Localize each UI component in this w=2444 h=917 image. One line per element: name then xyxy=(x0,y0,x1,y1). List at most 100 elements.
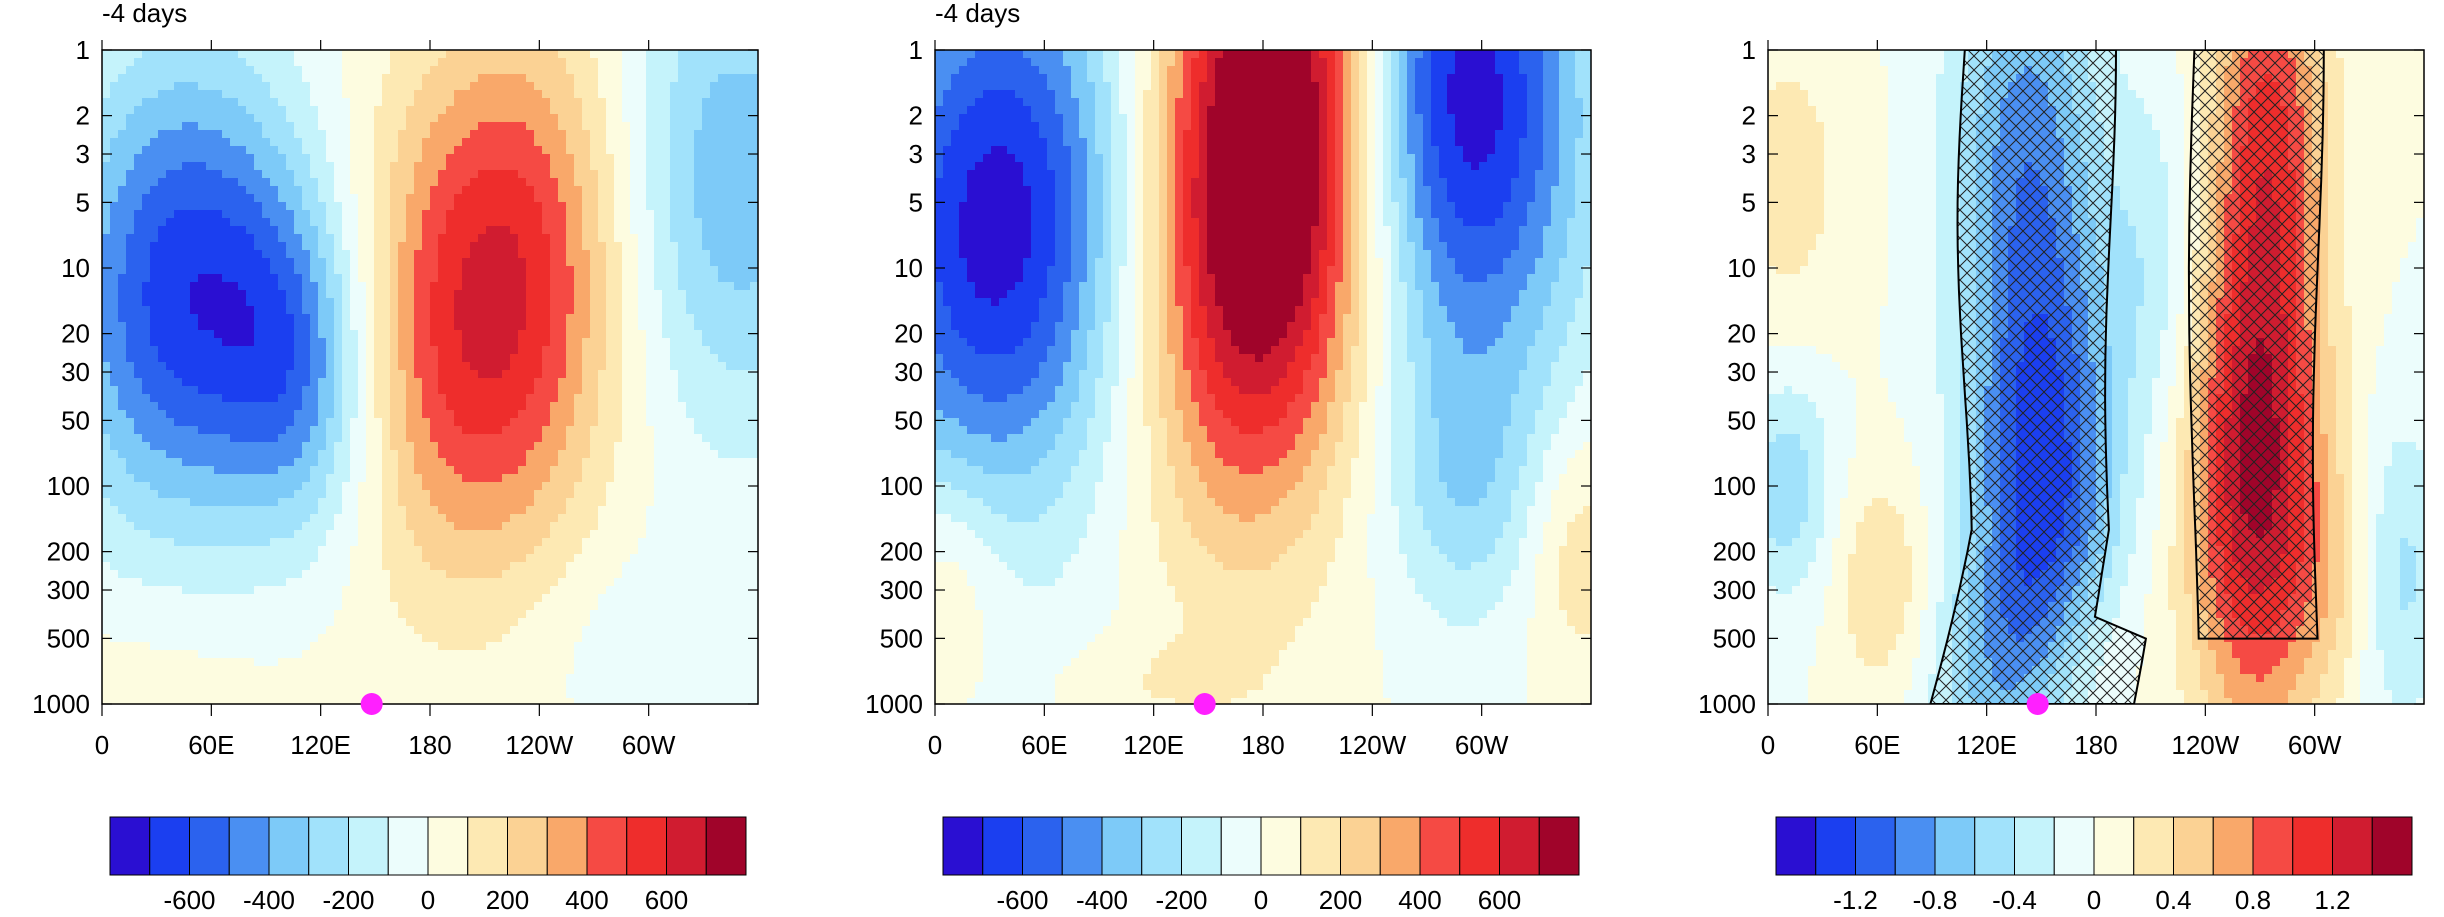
colorbar-swatch xyxy=(1061,816,1103,876)
y-tick-label: 1 xyxy=(76,35,90,65)
x-tick-label: 120W xyxy=(2171,730,2239,760)
x-tick-label: 60W xyxy=(1455,730,1509,760)
colorbar-label: 0 xyxy=(2087,885,2101,915)
x-tick-label: 120W xyxy=(505,730,573,760)
colorbar-label: 0 xyxy=(421,885,435,915)
y-tick-label: 50 xyxy=(61,405,90,435)
colorbar-swatch xyxy=(2332,816,2373,876)
x-tick-label: 120E xyxy=(1956,730,2017,760)
y-tick-label: 20 xyxy=(61,319,90,349)
x-tick-label: 0 xyxy=(1761,730,1775,760)
colorbar-swatch xyxy=(1855,816,1896,876)
colorbar-swatch xyxy=(626,816,667,876)
colorbar-swatch xyxy=(546,816,588,876)
colorbar-swatch xyxy=(1934,816,1976,876)
contour-field xyxy=(935,50,1591,704)
y-tick-label: 5 xyxy=(76,187,90,217)
colorbar-label: -1.2 xyxy=(1833,885,1878,915)
colorbar-swatch xyxy=(427,816,469,876)
colorbar-swatch xyxy=(268,816,310,876)
y-tick-label: 1000 xyxy=(865,689,923,719)
colorbar-swatch xyxy=(1022,816,1063,876)
colorbar-label: 600 xyxy=(1478,885,1521,915)
colorbar-label: -200 xyxy=(322,885,374,915)
colorbar-label: 0 xyxy=(1254,885,1268,915)
colorbar-swatch xyxy=(942,816,984,876)
colorbar-swatch xyxy=(982,816,1023,876)
y-tick-label: 500 xyxy=(47,623,90,653)
location-marker xyxy=(1193,693,1216,715)
y-tick-label: 2 xyxy=(76,101,90,131)
y-tick-label: 10 xyxy=(894,253,923,283)
y-tick-label: 200 xyxy=(880,537,923,567)
colorbar-swatch xyxy=(189,816,230,876)
y-tick-label: 300 xyxy=(47,575,90,605)
y-tick-label: 20 xyxy=(894,319,923,349)
x-tick-label: 120W xyxy=(1338,730,1406,760)
colorbar-swatch xyxy=(1775,816,1817,876)
y-tick-label: 50 xyxy=(894,405,923,435)
colorbar-label: 200 xyxy=(486,885,529,915)
y-tick-label: 2 xyxy=(1742,101,1756,131)
colorbar-swatch xyxy=(149,816,190,876)
panel-label: -4 days xyxy=(102,0,187,28)
colorbar-swatch xyxy=(1459,816,1500,876)
colorbar-swatch xyxy=(1260,816,1302,876)
colorbar-swatch xyxy=(1538,816,1580,876)
colorbar-swatch xyxy=(2133,816,2174,876)
hatch-region-negative xyxy=(1929,50,2148,704)
y-tick-label: 100 xyxy=(1713,471,1756,501)
colorbar-swatch xyxy=(1101,816,1143,876)
y-tick-label: 300 xyxy=(1713,575,1756,605)
x-tick-label: 60E xyxy=(1854,730,1900,760)
y-tick-label: 10 xyxy=(61,253,90,283)
colorbar-swatch xyxy=(1379,816,1421,876)
x-tick-label: 60E xyxy=(188,730,234,760)
colorbar-label: 0.4 xyxy=(2155,885,2191,915)
colorbar-swatch xyxy=(228,816,270,876)
x-tick-label: 0 xyxy=(95,730,109,760)
colorbar-swatch xyxy=(1815,816,1856,876)
colorbar-label: 600 xyxy=(645,885,688,915)
colorbar-swatch xyxy=(109,816,151,876)
contour-field xyxy=(1768,50,2424,704)
y-tick-label: 2 xyxy=(909,101,923,131)
y-tick-label: 1000 xyxy=(1698,689,1756,719)
colorbar-swatch xyxy=(1300,816,1341,876)
y-tick-label: 300 xyxy=(880,575,923,605)
colorbar-swatch xyxy=(1181,816,1222,876)
colorbar-label: 400 xyxy=(565,885,608,915)
y-tick-label: 100 xyxy=(47,471,90,501)
location-marker xyxy=(360,693,383,715)
y-tick-label: 5 xyxy=(1742,187,1756,217)
y-tick-label: 200 xyxy=(1713,537,1756,567)
colorbar-swatch xyxy=(308,816,349,876)
x-tick-label: 180 xyxy=(2074,730,2117,760)
colorbar-swatch xyxy=(1499,816,1540,876)
colorbar-swatch xyxy=(586,816,628,876)
y-tick-label: 3 xyxy=(909,139,923,169)
hatch-region-positive xyxy=(2187,50,2325,640)
contour-field xyxy=(102,50,758,704)
y-tick-label: 30 xyxy=(1727,357,1756,387)
colorbar-label: 0.8 xyxy=(2235,885,2271,915)
colorbar: -1.2 -0.8 -0.4 0 0.4 0.8 1.2 xyxy=(1775,816,2413,915)
colorbar-swatch xyxy=(2173,816,2214,876)
y-tick-label: 200 xyxy=(47,537,90,567)
x-tick-label: 60W xyxy=(2288,730,2342,760)
x-tick-label: 180 xyxy=(408,730,451,760)
colorbar-swatch xyxy=(507,816,548,876)
y-tick-label: 500 xyxy=(1713,623,1756,653)
colorbar-swatch xyxy=(1141,816,1182,876)
panel-label: -4 days xyxy=(935,0,1020,28)
x-tick-label: 120E xyxy=(290,730,351,760)
colorbar-swatch xyxy=(348,816,389,876)
y-tick-label: 100 xyxy=(880,471,923,501)
colorbar-label: -400 xyxy=(243,885,295,915)
colorbar-swatch xyxy=(1220,816,1262,876)
colorbar-label: -0.4 xyxy=(1992,885,2037,915)
colorbar-swatch xyxy=(387,816,429,876)
location-marker xyxy=(2026,693,2049,715)
